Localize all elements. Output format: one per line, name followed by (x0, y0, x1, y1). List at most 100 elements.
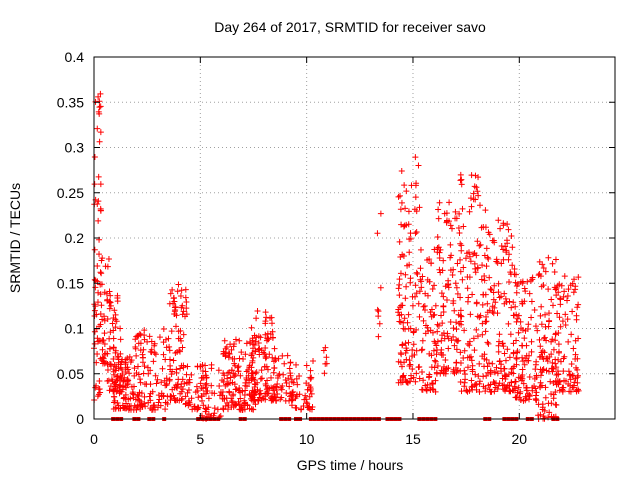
data-point (486, 307, 493, 314)
data-point (457, 268, 464, 275)
data-point (133, 352, 140, 359)
data-point (552, 337, 559, 344)
data-point (320, 347, 327, 354)
data-point (235, 398, 242, 405)
data-point (554, 282, 561, 289)
data-point (226, 388, 233, 395)
data-point (172, 382, 179, 389)
data-point (512, 303, 519, 310)
data-point (396, 238, 403, 245)
data-point (478, 224, 485, 231)
data-point (412, 378, 419, 385)
data-point (121, 374, 128, 381)
data-point (173, 369, 180, 376)
data-point (110, 356, 117, 363)
y-axis-label: SRMTID / TECUs (7, 183, 23, 293)
data-point (406, 363, 413, 370)
data-point (97, 291, 104, 298)
data-point (402, 271, 409, 278)
data-point (483, 318, 490, 325)
data-point (262, 345, 269, 352)
data-point (499, 340, 506, 347)
data-point (323, 354, 330, 361)
data-point (183, 298, 190, 305)
data-point (162, 399, 169, 406)
data-point (496, 294, 503, 301)
data-point (480, 383, 487, 390)
data-point (177, 292, 184, 299)
data-point (573, 388, 580, 395)
data-point (188, 395, 195, 402)
data-point (166, 356, 173, 363)
data-point (412, 230, 419, 237)
data-point (141, 363, 148, 370)
data-point (408, 375, 415, 382)
data-point (410, 329, 417, 336)
data-point (257, 375, 264, 382)
data-point (457, 240, 464, 247)
data-point (510, 350, 517, 357)
data-point (561, 288, 568, 295)
data-point (154, 376, 161, 383)
data-point (269, 334, 276, 341)
data-point (397, 270, 404, 277)
data-point (417, 276, 424, 283)
data-point (521, 335, 528, 342)
data-point (422, 382, 429, 389)
data-point (143, 381, 150, 388)
data-point (567, 376, 574, 383)
data-point (202, 372, 209, 379)
data-point (565, 286, 572, 293)
data-point (98, 302, 105, 309)
data-point (453, 346, 460, 353)
data-point (307, 367, 314, 374)
data-point (398, 351, 405, 358)
data-point (91, 340, 98, 347)
data-point (555, 341, 562, 348)
data-point (403, 356, 410, 363)
data-point (274, 375, 281, 382)
data-point (126, 370, 133, 377)
data-point (401, 182, 408, 189)
data-point (444, 330, 451, 337)
data-point (262, 353, 269, 360)
data-point (445, 335, 452, 342)
data-point (472, 269, 479, 276)
data-point (456, 210, 463, 217)
data-point (189, 406, 196, 413)
data-point (150, 358, 157, 365)
data-point (537, 411, 544, 418)
data-point (413, 326, 420, 333)
data-point (109, 320, 116, 327)
data-point (506, 279, 513, 286)
data-point (440, 293, 447, 300)
data-point (542, 323, 549, 330)
data-point (246, 405, 253, 412)
data-point (489, 308, 496, 315)
data-point (440, 309, 447, 316)
data-point (147, 390, 154, 397)
data-point (240, 356, 247, 363)
data-point (453, 359, 460, 366)
x-tick-label: 5 (196, 431, 204, 447)
data-point (561, 273, 568, 280)
data-point (94, 299, 101, 306)
data-point (532, 323, 539, 330)
data-point (220, 348, 227, 355)
data-point (395, 309, 402, 316)
data-point (572, 375, 579, 382)
data-point (308, 374, 315, 381)
data-point (437, 269, 444, 276)
data-point (304, 386, 311, 393)
data-point (458, 313, 465, 320)
data-point (476, 360, 483, 367)
data-point (486, 231, 493, 238)
data-point (222, 402, 229, 409)
data-point (309, 403, 316, 410)
data-point (101, 341, 108, 348)
data-point (456, 230, 463, 237)
data-point (101, 360, 108, 367)
data-point (447, 222, 454, 229)
data-point (96, 138, 103, 145)
data-point (375, 308, 382, 315)
